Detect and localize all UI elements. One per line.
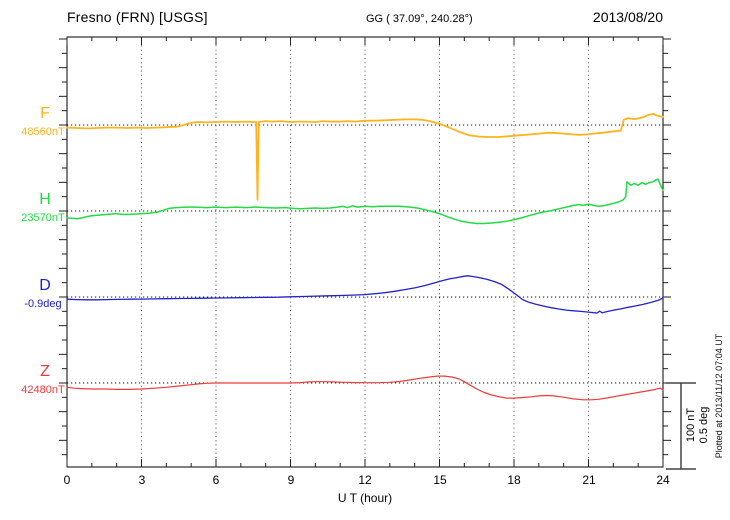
channel-value-d: -0.9deg [24,298,62,310]
channel-label-f: F [40,105,50,122]
plot-date: 2013/08/20 [592,9,663,25]
x-tick-label-12: 12 [358,473,372,487]
channel-value-z: 42480nT [21,384,65,396]
channel-label-d: D [39,277,51,294]
station-title: Fresno (FRN) [USGS] [67,9,208,25]
scale-label-nt: 100 nT [685,407,697,443]
x-tick-label-6: 6 [212,473,220,487]
x-axis-title: U T (hour) [337,491,393,505]
x-tick-label-24: 24 [656,473,670,487]
x-tick-label-9: 9 [287,473,295,487]
geographic-coords: GG ( 37.09°, 240.28°) [366,13,473,25]
channel-value-f: 48560nT [21,126,65,138]
channel-label-h: H [39,191,51,208]
channel-label-z: Z [40,363,50,380]
x-tick-label-0: 0 [63,473,71,487]
channel-value-h: 23570nT [21,212,65,224]
x-tick-label-3: 3 [138,473,146,487]
plotted-at-note: Plotted at 2013/11/12 07:04 UT [714,333,724,459]
scale-label-deg: 0.5 deg [698,406,710,444]
x-tick-label-15: 15 [433,473,447,487]
x-tick-label-21: 21 [582,473,596,487]
scale-bar-labels: 100 nT 0.5 deg [685,383,711,467]
x-tick-label-18: 18 [507,473,521,487]
